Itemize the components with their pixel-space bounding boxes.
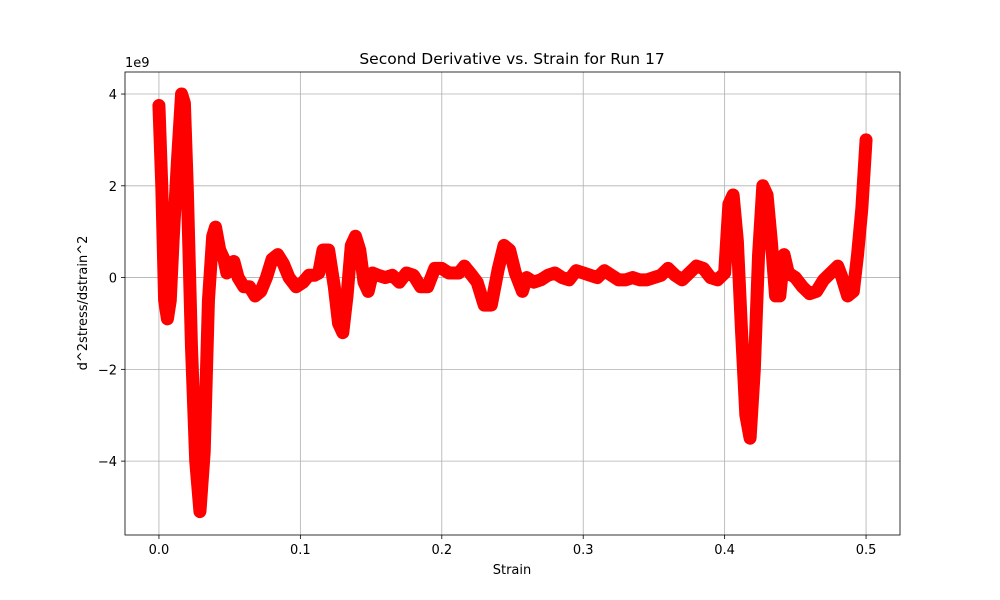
x-tick-label: 0.4	[714, 543, 735, 558]
y-tick-label: 0	[109, 272, 117, 287]
axes-frame	[124, 71, 901, 536]
x-tick-label: 0.2	[431, 543, 452, 558]
x-tick-label: 0.0	[149, 543, 170, 558]
y-axis-label: d^2stress/dstrain^2	[76, 236, 91, 371]
y-tick-label: 4	[109, 88, 117, 103]
x-axis-label: Strain	[493, 563, 532, 578]
plot-area: 0.0 0.1 0.2 0.3 0.4 0.5 −4 −2 0 2 4	[98, 71, 901, 558]
x-tick-label: 0.1	[290, 543, 311, 558]
data-line	[152, 87, 873, 519]
x-tick-label: 0.5	[856, 543, 877, 558]
y-tick-label: 2	[109, 180, 117, 195]
y-tick-label: −2	[98, 363, 117, 378]
y-tick-label: −4	[98, 455, 117, 470]
chart-title: Second Derivative vs. Strain for Run 17	[359, 50, 664, 68]
y-offset-label: 1e9	[125, 56, 150, 71]
x-tick-label: 0.3	[573, 543, 594, 558]
